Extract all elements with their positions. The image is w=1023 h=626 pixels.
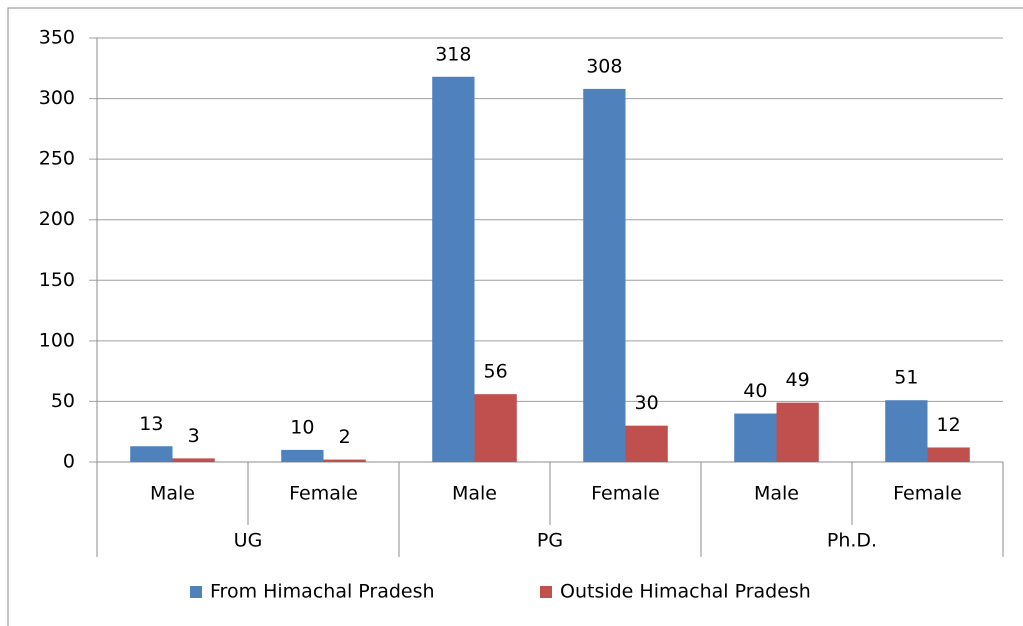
bar: [927, 447, 970, 462]
y-tick-label: 250: [39, 148, 75, 170]
data-label: 2: [339, 426, 351, 448]
data-label: 51: [894, 367, 918, 389]
y-tick-label: 200: [39, 208, 75, 230]
y-tick-label: 50: [51, 390, 75, 412]
group-label: PG: [537, 530, 563, 552]
data-label: 12: [937, 414, 961, 436]
legend-label: From Himachal Pradesh: [210, 581, 435, 603]
y-tick-label: 100: [39, 329, 75, 351]
data-label: 30: [635, 392, 659, 414]
data-label: 56: [484, 361, 508, 383]
data-label: 49: [786, 369, 810, 391]
data-label: 318: [435, 43, 471, 65]
bar: [130, 446, 173, 462]
y-tick-label: 150: [39, 269, 75, 291]
bar: [323, 459, 366, 462]
bar: [583, 88, 626, 462]
legend-swatch: [190, 586, 202, 598]
x-tick-label: Female: [893, 483, 962, 505]
y-tick-label: 350: [39, 27, 75, 49]
group-label: Ph.D.: [827, 530, 877, 552]
data-label: 13: [139, 413, 163, 435]
x-tick-label: Male: [754, 483, 799, 505]
legend-label: Outside Himachal Pradesh: [560, 581, 811, 603]
chart-border: [7, 7, 1023, 626]
bar: [474, 394, 517, 462]
bar: [281, 449, 324, 462]
data-label: 308: [586, 55, 622, 77]
x-tick-label: Female: [591, 483, 660, 505]
data-label: 3: [188, 425, 200, 447]
legend-swatch: [540, 586, 552, 598]
group-label: UG: [234, 530, 263, 552]
x-tick-label: Male: [452, 483, 497, 505]
bar: [885, 400, 928, 462]
bar: [172, 458, 215, 462]
data-label: 10: [290, 416, 314, 438]
bar: [625, 425, 668, 462]
x-tick-label: Male: [150, 483, 195, 505]
y-tick-label: 300: [39, 87, 75, 109]
bar: [734, 413, 777, 462]
bar: [776, 402, 819, 462]
bar: [432, 76, 475, 462]
x-tick-label: Female: [289, 483, 358, 505]
y-tick-label: 0: [63, 451, 75, 473]
data-label: 40: [743, 380, 767, 402]
